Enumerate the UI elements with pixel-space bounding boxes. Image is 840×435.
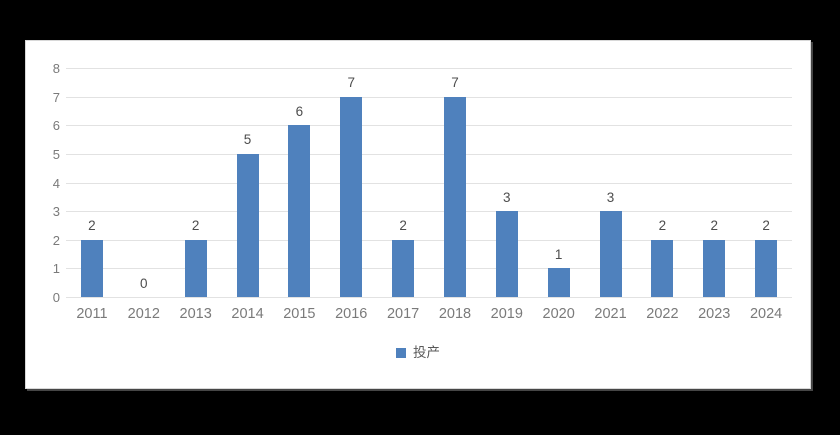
bar	[443, 96, 466, 297]
gridline	[66, 125, 792, 127]
bar-series: 2 0 2 5 6 7 2 7 3 1 3 2 2 2	[66, 68, 792, 297]
legend: 投产	[26, 346, 810, 360]
data-label: 0	[140, 275, 148, 291]
bar	[547, 268, 570, 297]
gridline	[66, 268, 792, 270]
gridline	[66, 68, 792, 69]
y-tick-label: 3	[52, 204, 60, 220]
data-label: 1	[554, 246, 563, 262]
data-label: 5	[243, 132, 252, 148]
y-axis: 0 1 2 3 4 5 6 7 8	[34, 62, 60, 304]
x-tick-label: 2020	[542, 306, 575, 322]
bar-column: 6	[273, 68, 325, 297]
bar-column: 0	[118, 68, 170, 297]
gridline	[66, 297, 792, 298]
x-tick-label: 2021	[594, 306, 627, 322]
bar	[288, 125, 311, 297]
bar-column: 2	[377, 68, 429, 297]
bar	[184, 239, 207, 297]
x-tick-label: 2022	[646, 306, 679, 322]
x-tick-label: 2024	[749, 306, 783, 322]
bar	[340, 96, 363, 297]
gridline	[66, 211, 792, 213]
bar-column: 3	[585, 68, 637, 297]
bar	[392, 239, 415, 297]
x-tick-label: 2018	[438, 306, 472, 322]
bar-column: 2	[636, 68, 688, 297]
bar	[236, 153, 259, 297]
x-tick-label: 2011	[76, 306, 108, 322]
y-tick-label: 8	[52, 61, 60, 76]
bar	[495, 211, 518, 297]
bar-column: 7	[325, 68, 377, 297]
bar-column: 2	[740, 68, 792, 297]
legend-swatch-icon	[396, 347, 406, 358]
bar	[651, 239, 674, 297]
x-tick-label: 2023	[698, 306, 731, 322]
plot-area: 2 0 2 5 6 7 2 7 3 1 3 2 2 2	[66, 68, 792, 298]
y-tick-label: 2	[52, 232, 60, 248]
x-tick-label: 2015	[283, 306, 316, 322]
legend-label: 投产	[413, 345, 440, 360]
gridline	[66, 239, 792, 241]
data-label: 6	[295, 103, 304, 119]
gridline	[66, 96, 792, 98]
bar	[599, 211, 622, 297]
x-tick-label: 2019	[490, 306, 523, 322]
x-tick-label: 2014	[231, 306, 264, 322]
bar-column: 2	[688, 68, 740, 297]
bar-column: 3	[481, 68, 533, 297]
x-tick-label: 2012	[127, 306, 160, 322]
y-tick-label: 0	[52, 290, 60, 305]
data-label: 2	[762, 218, 770, 234]
bar	[755, 239, 778, 297]
bar	[80, 239, 103, 297]
data-label: 7	[451, 75, 459, 91]
bar-column: 5	[222, 68, 274, 297]
x-axis: 2011 2012 2013 2014 2015 2016 2017 2018 2019 2020…	[66, 307, 792, 322]
y-tick-label: 7	[52, 89, 60, 105]
bar-column: 7	[429, 68, 481, 297]
data-label: 2	[88, 218, 96, 234]
data-label: 7	[347, 75, 355, 91]
y-tick-label: 6	[52, 118, 60, 134]
gridline	[66, 182, 792, 184]
bar-column: 2	[66, 68, 118, 297]
data-label: 3	[503, 189, 511, 205]
bar-column: 2	[170, 68, 222, 297]
x-tick-label: 2013	[179, 306, 212, 322]
y-tick-label: 1	[52, 261, 60, 277]
y-tick-label: 5	[52, 146, 60, 162]
bar	[703, 239, 726, 297]
gridline	[66, 153, 792, 155]
x-tick-label: 2017	[386, 306, 420, 322]
data-label: 2	[191, 218, 200, 234]
x-tick-label: 2016	[335, 306, 368, 322]
data-label: 2	[399, 218, 407, 234]
data-label: 2	[658, 218, 667, 234]
data-label: 3	[606, 189, 615, 205]
y-tick-label: 4	[52, 175, 60, 191]
bar-column: 1	[533, 68, 585, 297]
data-label: 2	[710, 218, 718, 234]
